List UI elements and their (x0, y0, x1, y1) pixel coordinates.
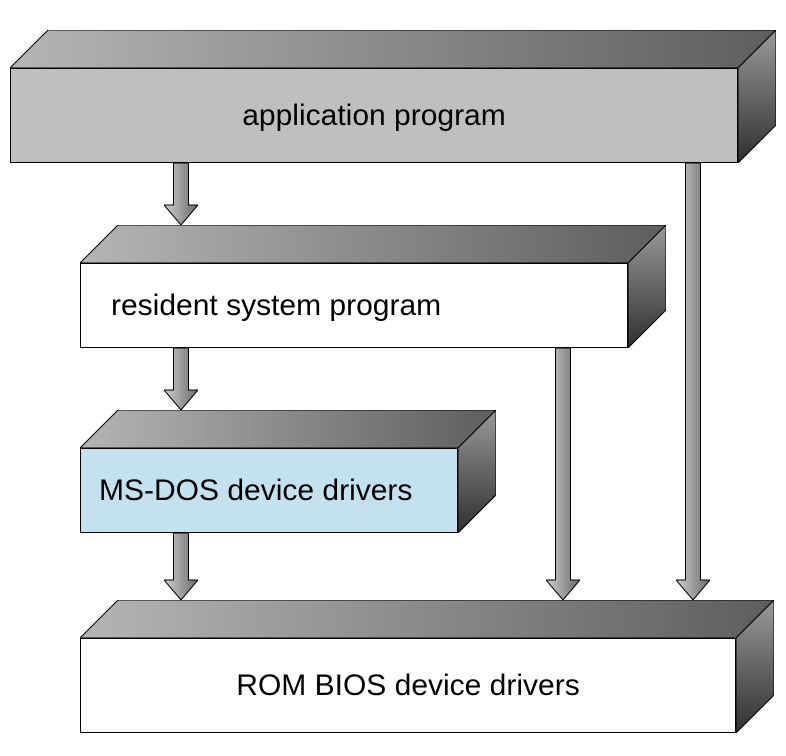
arrow-a2 (164, 348, 198, 410)
node-app: application program (10, 30, 776, 163)
node-label-msdos: MS-DOS device drivers (99, 474, 412, 508)
node-msdos: MS-DOS device drivers (80, 410, 496, 533)
node-rombios: ROM BIOS device drivers (80, 600, 774, 733)
arrow-a5 (676, 163, 710, 600)
node-label-resident: resident system program (111, 289, 441, 323)
node-label-app: application program (242, 99, 505, 133)
diagram-canvas: application program resident system prog… (0, 0, 786, 756)
node-resident: resident system program (80, 225, 666, 348)
arrow-a3 (164, 533, 198, 600)
arrow-a4 (546, 348, 580, 600)
arrow-a1 (164, 163, 198, 225)
node-label-rombios: ROM BIOS device drivers (236, 669, 579, 703)
